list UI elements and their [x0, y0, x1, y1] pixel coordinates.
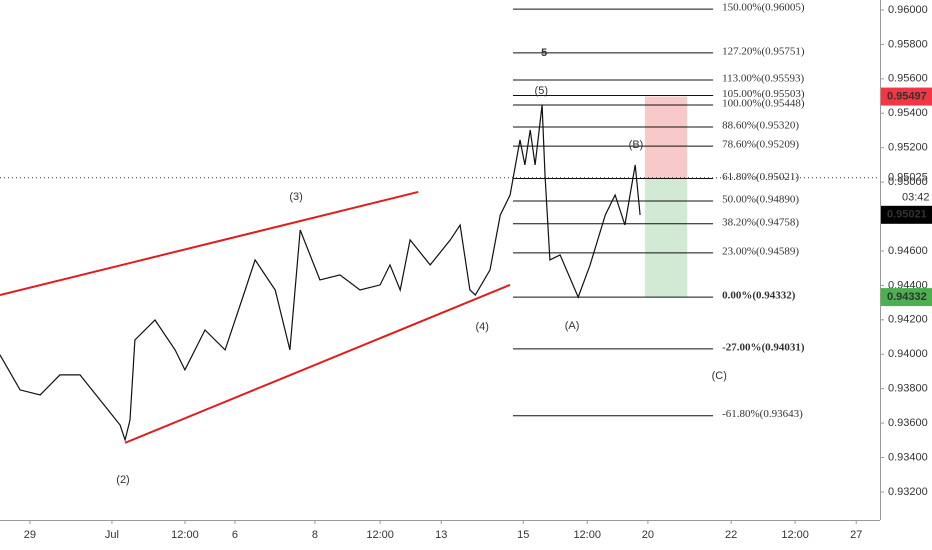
x-tick-label: 12:00 [171, 529, 199, 541]
fib-label: 100.00%(0.95448) [722, 98, 805, 110]
price-label: 0.95021 [887, 209, 927, 221]
fib-label: 127.20%(0.95751) [722, 45, 805, 57]
fib-label: 113.00%(0.95593) [722, 73, 804, 85]
fib-label: 50.00%(0.94890) [722, 194, 799, 206]
fib-label: 78.60%(0.95209) [722, 139, 799, 151]
wave-label: (B) [629, 139, 644, 151]
fib-label: -61.80%(0.93643) [722, 408, 803, 420]
y-tick-label: 0.95600 [888, 73, 928, 85]
price-label-box [881, 205, 932, 224]
wave-label: (5) [535, 85, 548, 97]
wave-label: (A) [565, 320, 580, 332]
fib-label: 105.00%(0.95503) [722, 88, 805, 100]
y-tick-label: 0.96000 [888, 4, 928, 16]
wave-label: (C) [712, 370, 727, 382]
price-label: 0.95025 [888, 172, 928, 184]
fib-label: 88.60%(0.95320) [722, 120, 799, 132]
y-tick-label: 0.95400 [888, 107, 928, 119]
fib-label: 0.00%(0.94332) [722, 290, 796, 302]
x-tick-label: 22 [725, 529, 737, 541]
y-tick-label: 0.94200 [888, 314, 928, 326]
x-tick-label: Jul [105, 529, 119, 541]
x-tick-label: 15 [517, 529, 529, 541]
x-tick-label: 12:00 [366, 529, 394, 541]
y-tick-label: 0.93600 [888, 417, 928, 429]
wave-label: 5 [541, 47, 547, 59]
price-label-box [881, 288, 932, 307]
y-tick-label: 0.95200 [888, 142, 928, 154]
target-zone [645, 178, 688, 298]
stop-zone [645, 96, 688, 179]
fib-label: 23.00%(0.94589) [722, 245, 799, 257]
price-label: 0.95497 [887, 90, 927, 102]
x-tick-label: 12:00 [781, 529, 809, 541]
y-tick-label: 0.95000 [888, 176, 928, 188]
trend-line [124, 283, 511, 444]
x-tick-label: 12:00 [573, 529, 601, 541]
x-tick-label: 27 [850, 529, 862, 541]
fib-label: 61.80%(0.95021) [722, 171, 799, 183]
y-tick-label: 0.93800 [888, 383, 928, 395]
wave-label: (4) [476, 321, 489, 333]
y-tick-label: 0.93400 [888, 451, 928, 463]
x-tick-label: 29 [24, 529, 36, 541]
trend-line [0, 190, 419, 296]
price-line [0, 104, 641, 443]
y-tick-label: 0.94600 [888, 245, 928, 257]
x-tick-label: 20 [642, 529, 654, 541]
fib-label: 150.00%(0.96005) [722, 2, 805, 14]
fib-label: -27.00%(0.94031) [722, 341, 805, 353]
x-tick-label: 6 [232, 529, 238, 541]
fib-label: 38.20%(0.94758) [722, 216, 799, 228]
y-tick-label: 0.94000 [888, 348, 928, 360]
x-tick-label: 8 [312, 529, 318, 541]
price-label-box [881, 87, 932, 106]
wave-label: (3) [289, 191, 302, 203]
wave-label: (2) [116, 474, 129, 486]
countdown-label: 03:42 [902, 192, 930, 204]
y-tick-label: 0.95800 [888, 38, 928, 50]
y-tick-label: 0.93200 [888, 486, 928, 498]
price-label: 0.94332 [887, 291, 927, 303]
x-tick-label: 13 [435, 529, 447, 541]
